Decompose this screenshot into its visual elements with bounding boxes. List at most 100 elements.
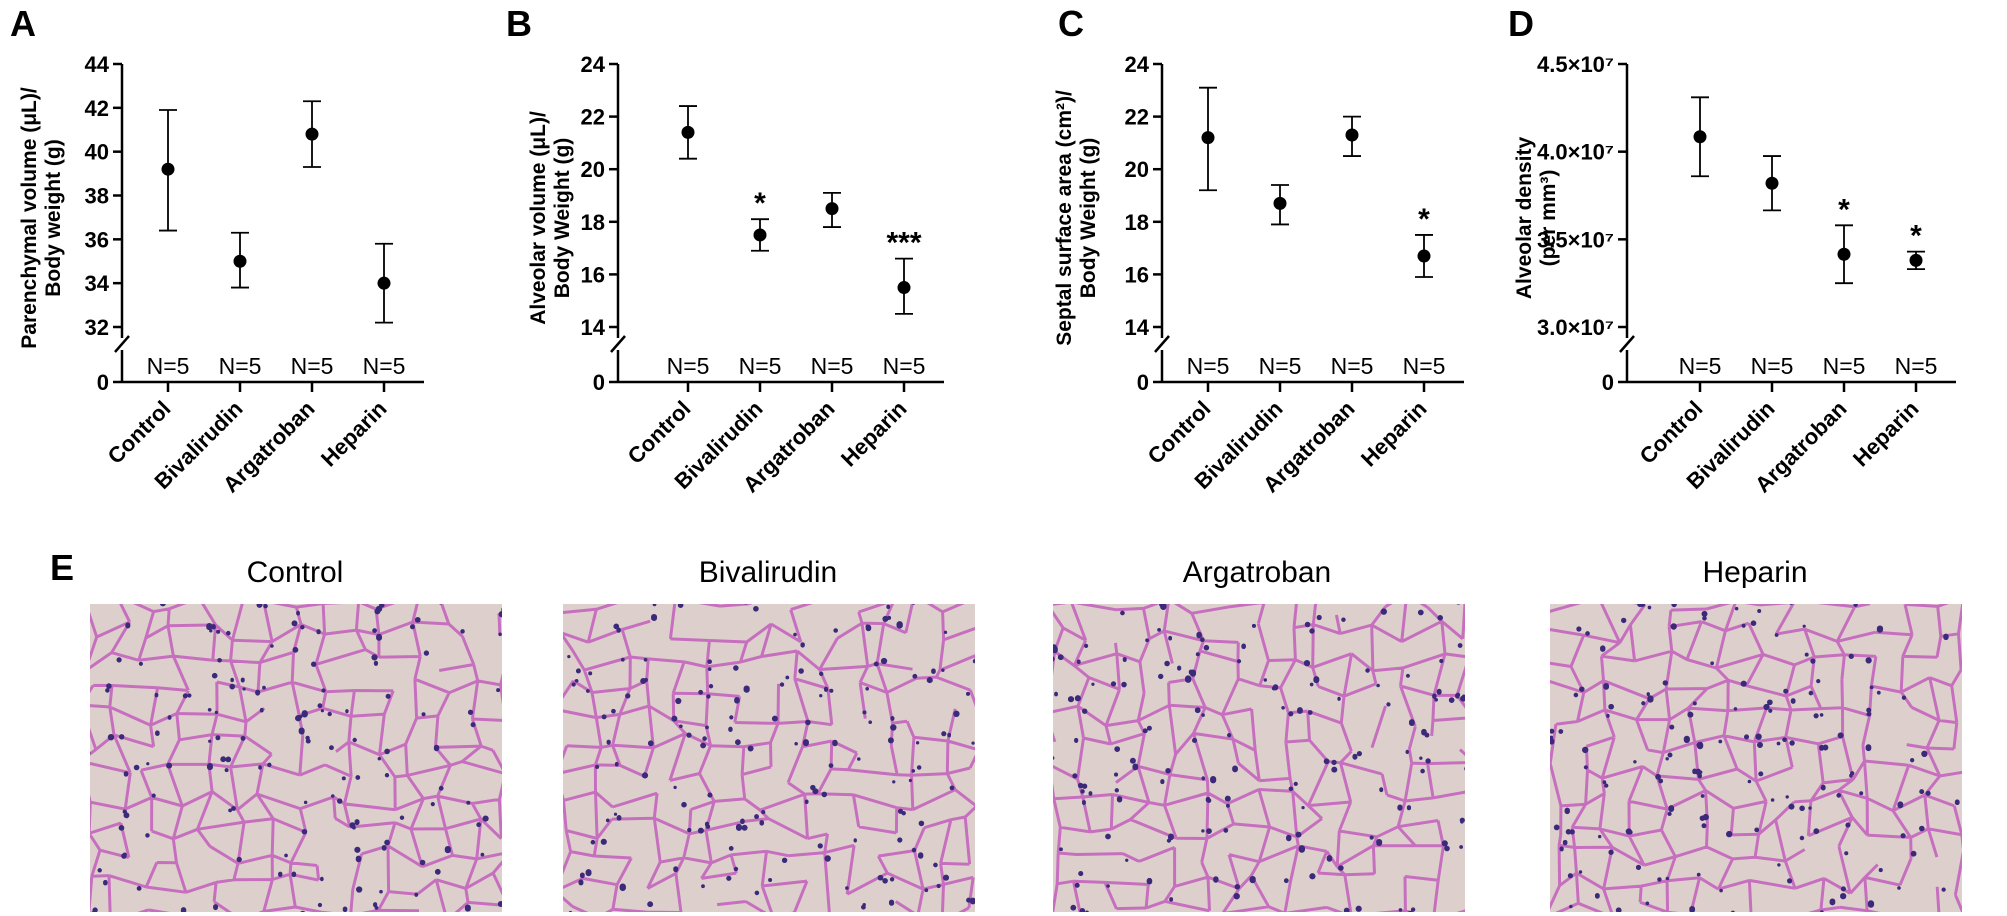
y-tick-label: 36: [85, 227, 109, 252]
y-tick-label: 22: [581, 105, 605, 130]
data-point: [753, 228, 767, 242]
axis-break-slash: [1619, 335, 1635, 353]
axis-break-slash: [114, 335, 130, 353]
panel-letter-D: D: [1508, 3, 1534, 44]
significance-marker: *: [1418, 203, 1430, 236]
charts-row: A 32 34 36 38 40 42 44 0 Parenchymal volume (μL)/…: [10, 3, 1956, 497]
category-label: Heparin: [1356, 396, 1432, 472]
y-tick-label: 18: [1125, 210, 1149, 235]
micrograph-title: Argatroban: [1183, 556, 1331, 589]
micrograph-heparin: Heparin: [1550, 556, 1962, 912]
data-point: [825, 202, 839, 216]
category-label: Heparin: [316, 396, 392, 472]
y-tick-label: 32: [85, 315, 109, 340]
tissue-texture: [1053, 604, 1465, 912]
n-label: N=5: [1823, 353, 1866, 379]
data-point: [681, 125, 695, 139]
y-axis-title-line: Body weight (g): [42, 139, 65, 296]
significance-marker: *: [1838, 193, 1850, 226]
n-label: N=5: [883, 353, 926, 379]
y-axis-title-line: Septal surface area (cm²)/: [1053, 90, 1076, 346]
panel-letter-C: C: [1058, 3, 1084, 44]
data-point: [1417, 249, 1431, 263]
y-tick-label: 20: [1125, 157, 1149, 182]
n-label: N=5: [667, 353, 710, 379]
y-zero-label: 0: [593, 370, 605, 395]
data-point: [1765, 176, 1779, 190]
category-label: Control: [623, 396, 696, 469]
category-label: Heparin: [1848, 396, 1924, 472]
panel-letter-E: E: [50, 547, 74, 588]
chart-B: B 14 16 18 20 22 24 0 Alveolar volume (μL)/Body …: [506, 3, 944, 497]
category-label: Control: [1143, 396, 1216, 469]
tissue-texture: [563, 604, 975, 912]
n-label: N=5: [739, 353, 782, 379]
micrograph-title: Control: [247, 556, 344, 589]
n-label: N=5: [811, 353, 854, 379]
y-tick-label: 24: [1125, 52, 1150, 77]
data-point: [897, 281, 911, 295]
y-axis-title: Alveolar density(per mm³): [1513, 137, 1560, 300]
y-tick-label: 24: [581, 52, 606, 77]
category-label: Heparin: [836, 396, 912, 472]
n-label: N=5: [219, 353, 262, 379]
y-tick-label: 14: [1125, 315, 1150, 340]
axis-break-slash: [1154, 335, 1170, 353]
y-tick-label: 14: [581, 315, 606, 340]
data-point: [377, 276, 391, 290]
tissue-texture: [90, 604, 502, 912]
y-axis-title-line: Parenchymal volume (μL)/: [18, 87, 41, 349]
chart-D: D 3.0×10⁷ 3.5×10⁷ 4.0×10⁷ 4.5×10⁷ 0 Alveolar d…: [1508, 3, 1956, 497]
chart-A: A 32 34 36 38 40 42 44 0 Parenchymal volume (μL)/…: [10, 3, 424, 497]
y-axis-title-line: Body Weight (g): [551, 138, 574, 299]
tissue-background: [90, 604, 502, 912]
n-label: N=5: [147, 353, 190, 379]
y-tick-label: 18: [581, 210, 605, 235]
y-tick-label: 16: [1125, 262, 1149, 287]
data-point: [1909, 253, 1923, 267]
alveolar-septa: [563, 604, 975, 912]
y-axis-title: Alveolar volume (μL)/Body Weight (g): [527, 111, 574, 325]
y-tick-label: 42: [85, 96, 109, 121]
tissue-background: [1053, 604, 1465, 912]
micrograph-title: Heparin: [1702, 556, 1807, 589]
chart-C: C 14 16 18 20 22 24 0 Septal surface area (cm²)/…: [1053, 3, 1464, 497]
y-zero-label: 0: [97, 370, 109, 395]
n-label: N=5: [1895, 353, 1938, 379]
y-axis-title-line: Alveolar volume (μL)/: [527, 111, 550, 325]
significance-marker: *: [1910, 220, 1922, 253]
n-label: N=5: [291, 353, 334, 379]
y-tick-label: 4.0×10⁷: [1537, 140, 1614, 165]
y-tick-label: 44: [85, 52, 110, 77]
micrograph-title: Bivalirudin: [699, 556, 837, 589]
alveolar-septa: [1053, 604, 1465, 912]
significance-marker: *: [754, 187, 766, 220]
y-tick-label: 40: [85, 140, 109, 165]
y-axis-title: Parenchymal volume (μL)/Body weight (g): [18, 87, 65, 349]
y-tick-label: 3.5×10⁷: [1537, 227, 1614, 252]
data-point: [1837, 247, 1851, 261]
y-tick-label: 22: [1125, 105, 1149, 130]
data-point: [233, 254, 247, 268]
n-label: N=5: [1679, 353, 1722, 379]
y-axis-title-line: Alveolar density: [1513, 137, 1536, 300]
panel-letter-B: B: [506, 3, 532, 44]
y-axis-title: Septal surface area (cm²)/Body Weight (g…: [1053, 90, 1100, 346]
micrograph-bivalirudin: Bivalirudin: [563, 556, 975, 912]
y-axis-title-line: Body Weight (g): [1077, 138, 1100, 299]
data-point: [1201, 131, 1215, 145]
y-tick-label: 16: [581, 262, 605, 287]
y-tick-label: 38: [85, 184, 109, 209]
data-point: [1273, 196, 1287, 210]
micrograph-row: E Control Bivalirudin Argatroban Heparin: [50, 547, 1962, 912]
y-tick-label: 20: [581, 157, 605, 182]
panel-letter-A: A: [10, 3, 36, 44]
y-tick-label: 34: [85, 271, 110, 296]
n-label: N=5: [1403, 353, 1446, 379]
significance-marker: ***: [886, 227, 921, 260]
y-axis-title-line: (per mm³): [1537, 170, 1560, 267]
micrograph-argatroban: Argatroban: [1053, 556, 1465, 912]
n-label: N=5: [1331, 353, 1374, 379]
y-tick-label: 4.5×10⁷: [1537, 52, 1614, 77]
